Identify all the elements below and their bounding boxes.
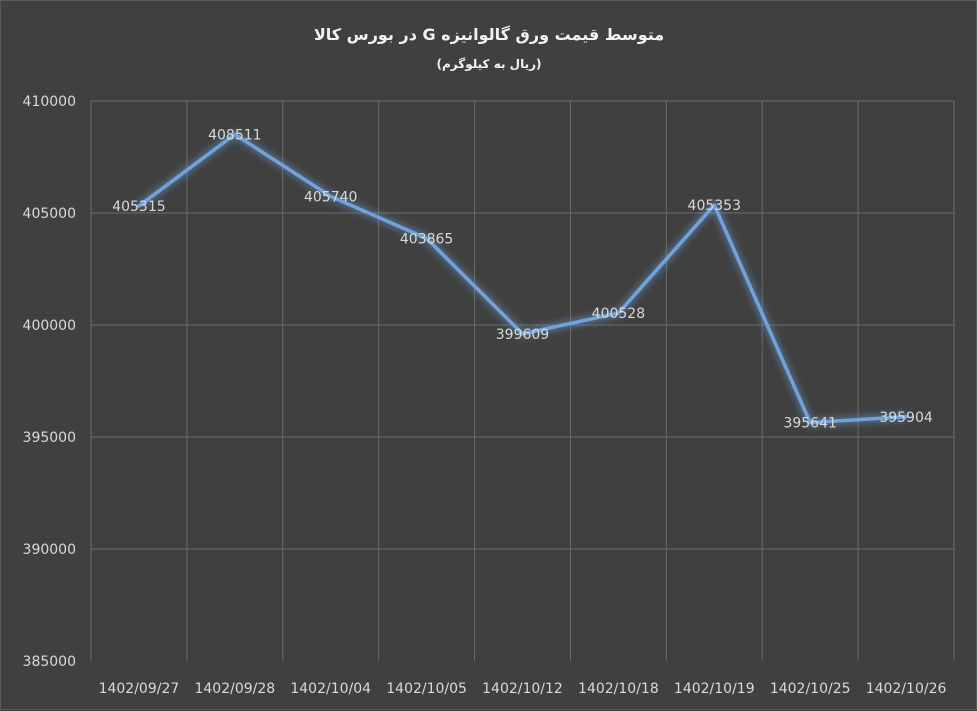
x-tick-label: 1402/09/27 bbox=[99, 681, 180, 697]
data-label: 405353 bbox=[688, 198, 741, 214]
data-label: 399609 bbox=[496, 327, 549, 343]
data-label: 403865 bbox=[400, 231, 453, 247]
x-tick-label: 1402/10/18 bbox=[578, 681, 659, 697]
y-tick-label: 410000 bbox=[23, 94, 76, 110]
x-tick-label: 1402/10/12 bbox=[482, 681, 563, 697]
data-label: 400528 bbox=[592, 306, 645, 322]
y-tick-label: 390000 bbox=[23, 542, 76, 558]
x-tick-label: 1402/10/04 bbox=[290, 681, 371, 697]
gridlines bbox=[91, 101, 954, 661]
x-tick-label: 1402/09/28 bbox=[194, 681, 275, 697]
data-labels: 405315 408511 405740 403865 399609 400528 4053… bbox=[112, 127, 933, 431]
chart-subtitle: (ریال به کیلوگرم) bbox=[437, 57, 542, 72]
y-tick-label: 405000 bbox=[23, 206, 76, 222]
x-tick-label: 1402/10/25 bbox=[770, 681, 851, 697]
data-label: 405315 bbox=[112, 199, 165, 215]
x-tick-label: 1402/10/19 bbox=[674, 681, 755, 697]
series-line-path bbox=[139, 134, 906, 422]
x-tick-label: 1402/10/26 bbox=[866, 681, 947, 697]
y-tick-label: 395000 bbox=[23, 430, 76, 446]
y-tick-label: 385000 bbox=[23, 654, 76, 670]
chart-title: متوسط قیمت ورق گالوانیزه G در بورس کالا bbox=[314, 25, 664, 44]
x-tick-label: 1402/10/05 bbox=[386, 681, 467, 697]
data-label: 395641 bbox=[783, 416, 836, 432]
data-label: 405740 bbox=[304, 189, 357, 205]
series-line bbox=[139, 134, 906, 422]
data-label: 395904 bbox=[879, 410, 933, 426]
y-tick-label: 400000 bbox=[23, 318, 76, 334]
y-axis-ticks: 385000 390000 395000 400000 405000 410000 bbox=[23, 94, 76, 670]
x-axis-ticks: 1402/09/27 1402/09/28 1402/10/04 1402/10/05… bbox=[99, 681, 947, 697]
data-label: 408511 bbox=[208, 127, 261, 143]
